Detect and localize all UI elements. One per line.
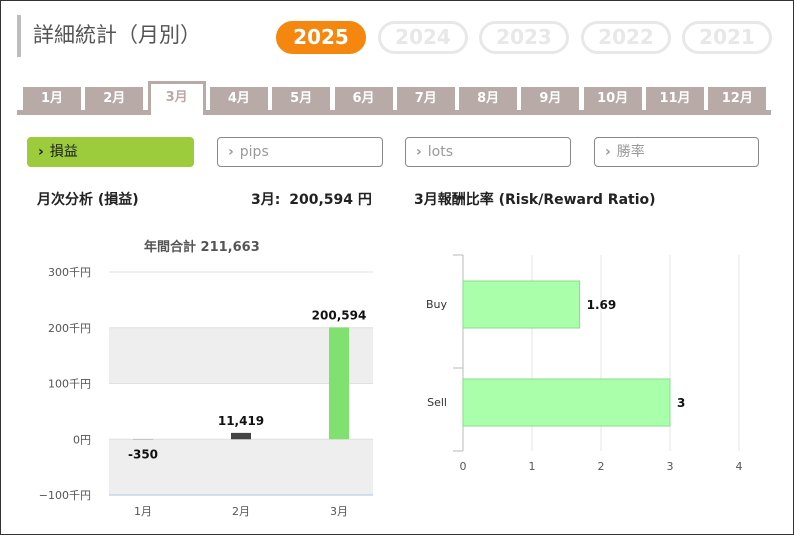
annual-total: 年間合計 211,663 [144, 240, 260, 255]
y-tick-label: Sell [427, 396, 447, 409]
data-label: 11,419 [218, 414, 264, 428]
selected-month-value: 3月: 200,594 円 [251, 189, 372, 209]
y-tick-label: 100千円 [48, 378, 91, 391]
month-tab-4[interactable]: 4月 [209, 87, 268, 110]
month-tab-11[interactable]: 11月 [646, 87, 704, 110]
x-tick-label: 0 [460, 460, 467, 473]
metric-label: 勝率 [616, 144, 645, 160]
rr-bar-sell [462, 378, 671, 427]
rr-ratio-chart: 0 1 2 3 4 Buy 1.69 Sell 3 [426, 254, 743, 473]
metric-label: pips [239, 144, 269, 160]
monthly-pl-chart: 300千円 200千円 100千円 0円 −100千円 -350 1月 11,419 2月 200… [39, 266, 373, 518]
year-button-2021[interactable]: 2021 [682, 21, 772, 54]
bar-2月 [231, 432, 251, 440]
month-tab-1[interactable]: 1月 [23, 87, 81, 110]
bar-3月 [329, 327, 349, 440]
x-tick-label: 3 [667, 460, 674, 473]
rr-bar-buy [462, 280, 581, 329]
month-tabs: 1月 2月 3月 4月 5月 6月 7月 8月 9月 10月 11月 12月 [17, 81, 771, 115]
month-tab-5[interactable]: 5月 [272, 87, 331, 110]
data-label: 3 [677, 396, 685, 410]
y-tick-label: 300千円 [48, 266, 91, 279]
month-tab-3[interactable]: 3月 [147, 81, 206, 115]
page-title: 詳細統計（月別） [17, 15, 201, 57]
metric-label: lots [427, 144, 454, 160]
chevron-right-icon: › [605, 144, 611, 160]
chevron-right-icon: › [228, 144, 234, 160]
data-label: 1.69 [587, 298, 617, 312]
year-button-2023[interactable]: 2023 [479, 21, 569, 54]
year-button-2022[interactable]: 2022 [581, 21, 671, 54]
data-label: -350 [128, 447, 158, 461]
grid-band [109, 439, 373, 495]
month-tab-10[interactable]: 10月 [583, 87, 642, 110]
metric-button-profit-loss[interactable]: › 損益 [27, 137, 194, 167]
metric-button-pips[interactable]: › pips [217, 137, 383, 167]
month-tab-6[interactable]: 6月 [334, 87, 393, 110]
y-tick-label: −100千円 [39, 489, 91, 502]
metric-label: 損益 [49, 144, 78, 160]
x-tick-label: 2月 [232, 505, 250, 518]
x-tick-label: 3月 [330, 505, 348, 518]
month-tab-9[interactable]: 9月 [521, 87, 580, 110]
chevron-right-icon: › [416, 144, 422, 160]
x-tick-label: 2 [598, 460, 605, 473]
month-tab-2[interactable]: 2月 [85, 87, 144, 110]
month-tab-7[interactable]: 7月 [396, 87, 455, 110]
x-tick-label: 4 [736, 460, 743, 473]
data-label: 200,594 [312, 308, 367, 322]
selected-month-label: 3月: [251, 192, 281, 208]
month-tab-8[interactable]: 8月 [459, 87, 518, 110]
month-tab-12[interactable]: 12月 [708, 87, 767, 110]
y-tick-label: Buy [426, 298, 448, 311]
y-tick-label: 0円 [73, 433, 91, 446]
metric-button-lots[interactable]: › lots [405, 137, 571, 167]
year-button-2025[interactable]: 2025 [276, 21, 366, 54]
selected-month-amount: 200,594 円 [289, 192, 372, 208]
monthly-analysis-title: 月次分析 (損益) [37, 192, 139, 208]
x-tick-label: 1 [529, 460, 536, 473]
x-tick-label: 1月 [134, 505, 152, 518]
year-button-2024[interactable]: 2024 [378, 21, 468, 54]
y-tick-label: 200千円 [48, 322, 91, 335]
metric-button-win-rate[interactable]: › 勝率 [594, 137, 759, 167]
rr-ratio-title: 3月報酬比率 (Risk/Reward Ratio) [414, 192, 656, 208]
chevron-right-icon: › [38, 144, 44, 160]
